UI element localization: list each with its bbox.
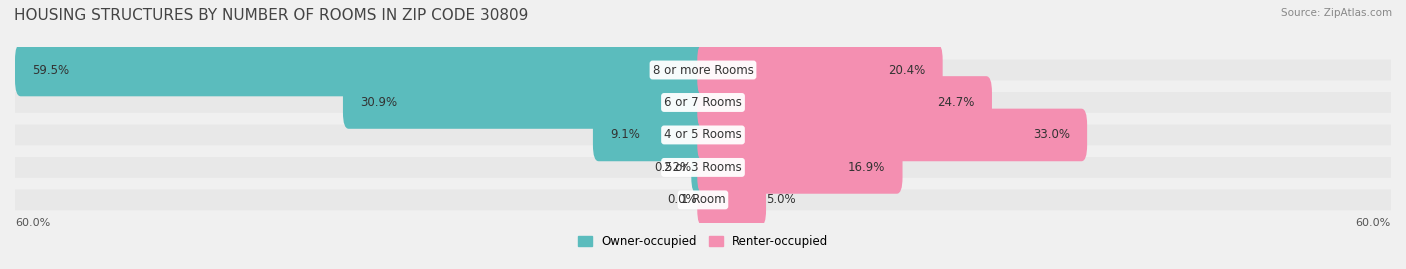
Text: 4 or 5 Rooms: 4 or 5 Rooms [664, 129, 742, 141]
Text: 1 Room: 1 Room [681, 193, 725, 206]
Text: 16.9%: 16.9% [848, 161, 886, 174]
FancyBboxPatch shape [15, 157, 1391, 178]
FancyBboxPatch shape [697, 44, 942, 96]
FancyBboxPatch shape [697, 174, 766, 226]
Text: 59.5%: 59.5% [32, 63, 69, 76]
Text: 60.0%: 60.0% [15, 218, 51, 228]
FancyBboxPatch shape [697, 76, 993, 129]
Text: 5.0%: 5.0% [766, 193, 796, 206]
FancyBboxPatch shape [15, 44, 709, 96]
FancyBboxPatch shape [15, 189, 1391, 210]
Text: 24.7%: 24.7% [938, 96, 974, 109]
Text: 30.9%: 30.9% [360, 96, 398, 109]
FancyBboxPatch shape [697, 141, 903, 194]
Text: 9.1%: 9.1% [610, 129, 640, 141]
FancyBboxPatch shape [697, 109, 1087, 161]
Text: HOUSING STRUCTURES BY NUMBER OF ROOMS IN ZIP CODE 30809: HOUSING STRUCTURES BY NUMBER OF ROOMS IN… [14, 8, 529, 23]
Text: 20.4%: 20.4% [889, 63, 925, 76]
Legend: Owner-occupied, Renter-occupied: Owner-occupied, Renter-occupied [578, 235, 828, 248]
Text: 0.52%: 0.52% [654, 161, 692, 174]
FancyBboxPatch shape [593, 109, 709, 161]
Text: Source: ZipAtlas.com: Source: ZipAtlas.com [1281, 8, 1392, 18]
FancyBboxPatch shape [15, 60, 1391, 80]
Text: 8 or more Rooms: 8 or more Rooms [652, 63, 754, 76]
Text: 33.0%: 33.0% [1033, 129, 1070, 141]
Text: 6 or 7 Rooms: 6 or 7 Rooms [664, 96, 742, 109]
Text: 60.0%: 60.0% [1355, 218, 1391, 228]
Text: 0.0%: 0.0% [668, 193, 697, 206]
FancyBboxPatch shape [343, 76, 709, 129]
FancyBboxPatch shape [692, 141, 709, 194]
FancyBboxPatch shape [15, 125, 1391, 145]
FancyBboxPatch shape [15, 92, 1391, 113]
Text: 2 or 3 Rooms: 2 or 3 Rooms [664, 161, 742, 174]
